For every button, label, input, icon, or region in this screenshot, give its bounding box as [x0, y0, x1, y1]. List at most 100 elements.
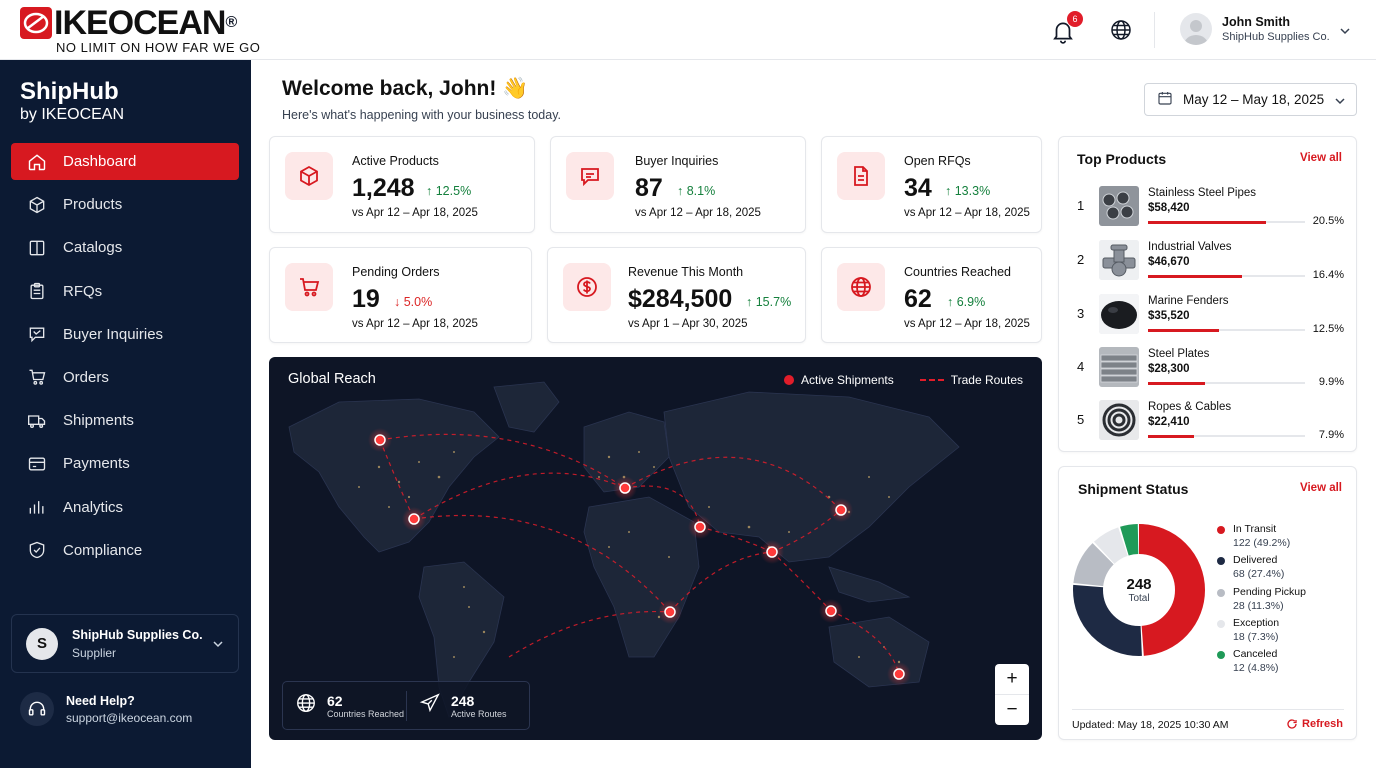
- product-row[interactable]: 1 Stainless Steel Pipes $58,420 20.5%: [1059, 184, 1357, 232]
- stat-delta: ↑ 12.5%: [426, 184, 472, 198]
- bar-chart-icon: [26, 496, 48, 518]
- language-globe-icon[interactable]: [1109, 18, 1135, 44]
- stat-value: 1,248: [352, 174, 415, 202]
- sidebar-item-compliance[interactable]: Compliance: [11, 532, 239, 569]
- sidebar-item-catalogs[interactable]: Catalogs: [11, 229, 239, 266]
- date-range-picker[interactable]: May 12 – May 18, 2025: [1144, 83, 1357, 116]
- sidebar-item-dashboard[interactable]: Dashboard: [11, 143, 239, 180]
- user-avatar: [1180, 13, 1212, 45]
- book-icon: [26, 237, 48, 259]
- shipment-status-view-all-link[interactable]: View all: [1300, 482, 1342, 494]
- legend-label: Exception: [1233, 616, 1280, 629]
- zoom-in-button[interactable]: +: [1006, 668, 1018, 689]
- active-routes-value: 248: [450, 692, 475, 709]
- top-products-view-all-link[interactable]: View all: [1300, 152, 1342, 164]
- product-row[interactable]: 3 Marine Fenders $35,520 12.5%: [1059, 292, 1357, 340]
- product-share-bar: [1148, 381, 1305, 385]
- sidebar-item-analytics[interactable]: Analytics: [11, 489, 239, 526]
- user-company: ShipHub Supplies Co.: [1222, 31, 1330, 43]
- product-rank: 5: [1077, 412, 1085, 427]
- product-revenue: $35,520: [1148, 310, 1190, 322]
- stat-compare: vs Apr 1 – Apr 30, 2025: [628, 318, 748, 330]
- product-share-percent: 16.4%: [1312, 269, 1344, 281]
- top-bar: IKEOCEAN ® NO LIMIT ON HOW FAR WE GO 6 Jo…: [0, 0, 1376, 60]
- stat-compare: vs Apr 12 – Apr 18, 2025: [904, 318, 1030, 330]
- stat-card-countries-reached[interactable]: Countries Reached 62 ↑ 6.9% vs Apr 12 – …: [821, 247, 1042, 343]
- home-icon: [26, 151, 48, 173]
- chevron-down-icon[interactable]: [1339, 24, 1351, 42]
- legend-item-canceled: Canceled 12 (4.8%): [1217, 648, 1306, 679]
- sidebar: ShipHub by IKEOCEAN Dashboard Products C…: [0, 60, 251, 768]
- stat-label: Revenue This Month: [628, 265, 744, 279]
- sidebar-item-products[interactable]: Products: [11, 186, 239, 223]
- refresh-label: Refresh: [1302, 718, 1343, 730]
- legend-value: 12 (4.8%): [1233, 662, 1279, 675]
- sidebar-item-label: Catalogs: [63, 239, 123, 257]
- stat-card-buyer-inquiries[interactable]: Buyer Inquiries 87 ↑ 8.1% vs Apr 12 – Ap…: [550, 136, 806, 233]
- product-row[interactable]: 4 Steel Plates $28,300 9.9%: [1059, 345, 1357, 393]
- support-email-link[interactable]: support@ikeocean.com: [66, 710, 193, 725]
- divider: [1072, 709, 1344, 710]
- sidebar-item-label: Compliance: [63, 541, 143, 559]
- calendar-icon: [1157, 90, 1173, 109]
- stat-label: Open RFQs: [904, 154, 971, 168]
- product-share-fill: [1148, 434, 1194, 438]
- legend-dot: [1217, 526, 1225, 534]
- help-title: Need Help?: [66, 693, 135, 708]
- product-revenue: $46,670: [1148, 256, 1190, 268]
- stat-value: 19: [352, 285, 380, 313]
- product-row[interactable]: 2 Industrial Valves $46,670 16.4%: [1059, 238, 1357, 286]
- product-rank: 1: [1077, 198, 1085, 213]
- stat-compare: vs Apr 12 – Apr 18, 2025: [352, 318, 478, 330]
- legend-label: Canceled: [1233, 648, 1278, 661]
- last-updated-text: Updated: May 18, 2025 10:30 AM: [1072, 719, 1229, 731]
- chat-icon: [566, 152, 614, 200]
- product-row[interactable]: 5 Ropes & Cables $22,410 7.9%: [1059, 398, 1357, 446]
- sidebar-item-label: Analytics: [63, 498, 124, 516]
- user-menu[interactable]: John Smith ShipHub Supplies Co.: [1180, 13, 1330, 45]
- world-map-graphic: [288, 381, 960, 718]
- notifications-bell-icon[interactable]: [1050, 18, 1076, 44]
- product-share-fill: [1148, 381, 1205, 385]
- company-logo[interactable]: IKEOCEAN ® NO LIMIT ON HOW FAR WE GO: [20, 6, 260, 55]
- sidebar-item-label: RFQs: [63, 282, 103, 300]
- refresh-button[interactable]: Refresh: [1286, 718, 1343, 730]
- stat-card-open-rfqs[interactable]: Open RFQs 34 ↑ 13.3% vs Apr 12 – Apr 18,…: [821, 136, 1042, 233]
- sidebar-item-orders[interactable]: Orders: [11, 359, 239, 396]
- account-role: Supplier: [72, 645, 117, 660]
- chat-icon: [26, 323, 48, 345]
- stat-card-pending-orders[interactable]: Pending Orders 19 ↓ 5.0% vs Apr 12 – Apr…: [269, 247, 532, 343]
- box-icon: [26, 194, 48, 216]
- active-shipments-legend-dot: [784, 375, 795, 385]
- sidebar-item-buyer-inquiries[interactable]: Buyer Inquiries: [11, 316, 239, 353]
- stat-card-revenue[interactable]: Revenue This Month $284,500 ↑ 15.7% vs A…: [547, 247, 806, 343]
- dollar-icon: [563, 263, 611, 311]
- topbar-divider: [1154, 12, 1155, 48]
- stat-compare: vs Apr 12 – Apr 18, 2025: [352, 207, 478, 219]
- stat-delta: ↑ 8.1%: [677, 184, 716, 198]
- sidebar-item-label: Dashboard: [63, 153, 137, 170]
- zoom-out-button[interactable]: −: [995, 694, 1029, 724]
- sidebar-item-rfqs[interactable]: RFQs: [11, 273, 239, 310]
- account-switcher[interactable]: S ShipHub Supplies Co. Supplier: [11, 614, 239, 673]
- shipment-total-value: 248: [1126, 576, 1152, 593]
- legend-item-delivered: Delivered 68 (27.4%): [1217, 554, 1306, 585]
- airplane-icon: [419, 692, 441, 719]
- global-reach-map[interactable]: Global Reach Active Shipments Trade Rout…: [269, 357, 1042, 740]
- account-name: ShipHub Supplies Co.: [72, 627, 203, 642]
- landmass-australia: [828, 616, 930, 688]
- sidebar-nav: Dashboard Products Catalogs RFQs Buyer I…: [11, 143, 239, 575]
- legend-value: 122 (49.2%): [1233, 537, 1291, 549]
- shipment-status-panel: Shipment Status View all 248 Total In Tr…: [1058, 466, 1357, 740]
- document-icon: [837, 152, 885, 200]
- stat-card-active-products[interactable]: Active Products 1,248 ↑ 12.5% vs Apr 12 …: [269, 136, 535, 233]
- sidebar-item-payments[interactable]: Payments: [11, 445, 239, 482]
- legend-label: Delivered: [1233, 554, 1278, 567]
- product-name: Industrial Valves: [1148, 241, 1232, 253]
- city-lights: [358, 451, 901, 664]
- stat-compare: vs Apr 12 – Apr 18, 2025: [904, 207, 1030, 219]
- stat-delta-value: 12.5%: [435, 184, 472, 198]
- sidebar-item-shipments[interactable]: Shipments: [11, 402, 239, 439]
- product-revenue: $58,420: [1148, 202, 1190, 214]
- shipment-status-legend: In Transit 122 (49.2%) Delivered 68 (27.…: [1217, 523, 1306, 679]
